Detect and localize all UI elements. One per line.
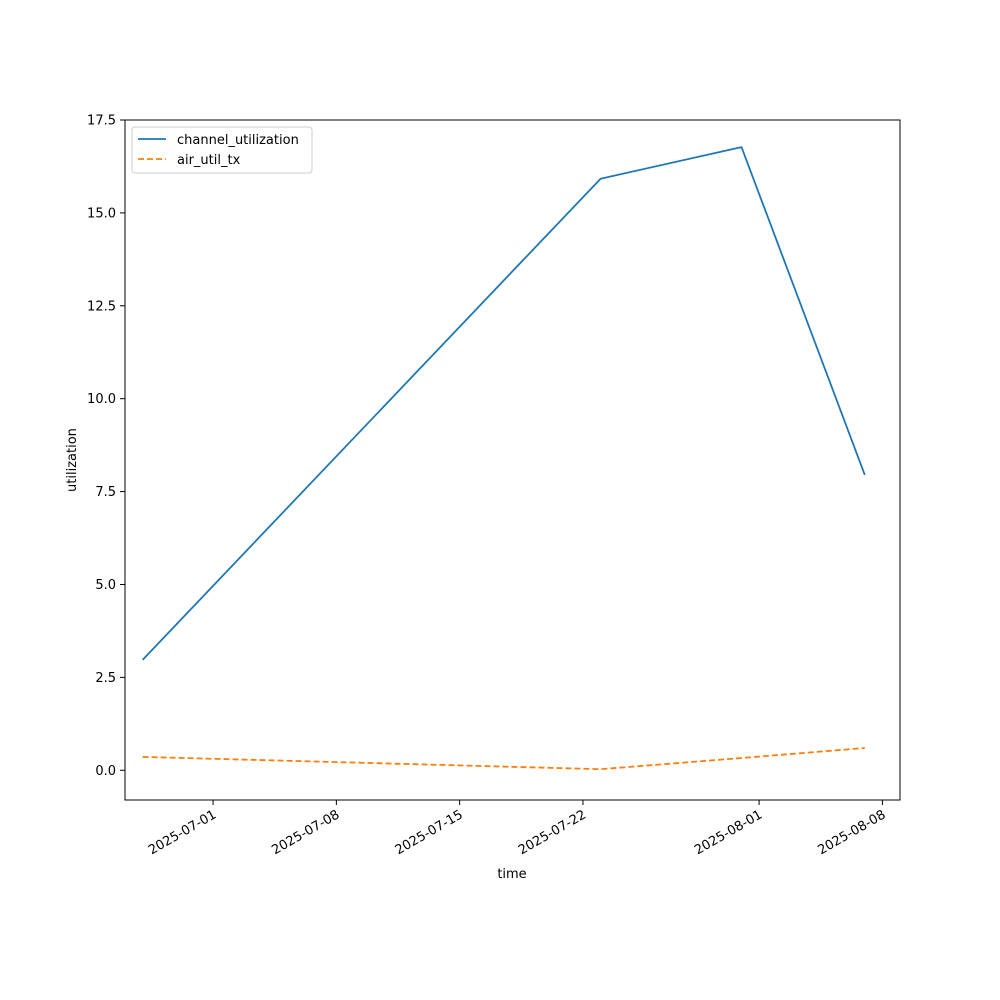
legend: channel_utilization air_util_tx bbox=[131, 126, 313, 174]
y-tick-label: 17.5 bbox=[87, 114, 116, 129]
y-tick-label: 0.0 bbox=[95, 764, 116, 779]
legend-label-channel_utilization: channel_utilization bbox=[177, 133, 299, 148]
y-tick-label: 5.0 bbox=[95, 578, 116, 593]
series-line-channel_utilization bbox=[141, 146, 866, 661]
y-tick-label: 10.0 bbox=[87, 392, 116, 407]
x-axis-label: time bbox=[497, 867, 526, 882]
y-axis-label: utilization bbox=[65, 428, 80, 492]
legend-label-air_util_tx: air_util_tx bbox=[177, 153, 241, 168]
y-tick-label: 7.5 bbox=[95, 485, 116, 500]
y-axis: 0.0 2.5 5.0 7.5 10.0 12.5 15.0 17.5 bbox=[87, 114, 125, 779]
series-layer bbox=[141, 146, 866, 771]
y-tick-label: 12.5 bbox=[87, 299, 116, 314]
y-tick-label: 2.5 bbox=[95, 671, 116, 686]
y-tick-label: 15.0 bbox=[87, 206, 116, 221]
legend-box bbox=[131, 126, 313, 174]
plot-area-frame bbox=[124, 119, 901, 801]
series-line-air_util_tx bbox=[142, 747, 865, 771]
